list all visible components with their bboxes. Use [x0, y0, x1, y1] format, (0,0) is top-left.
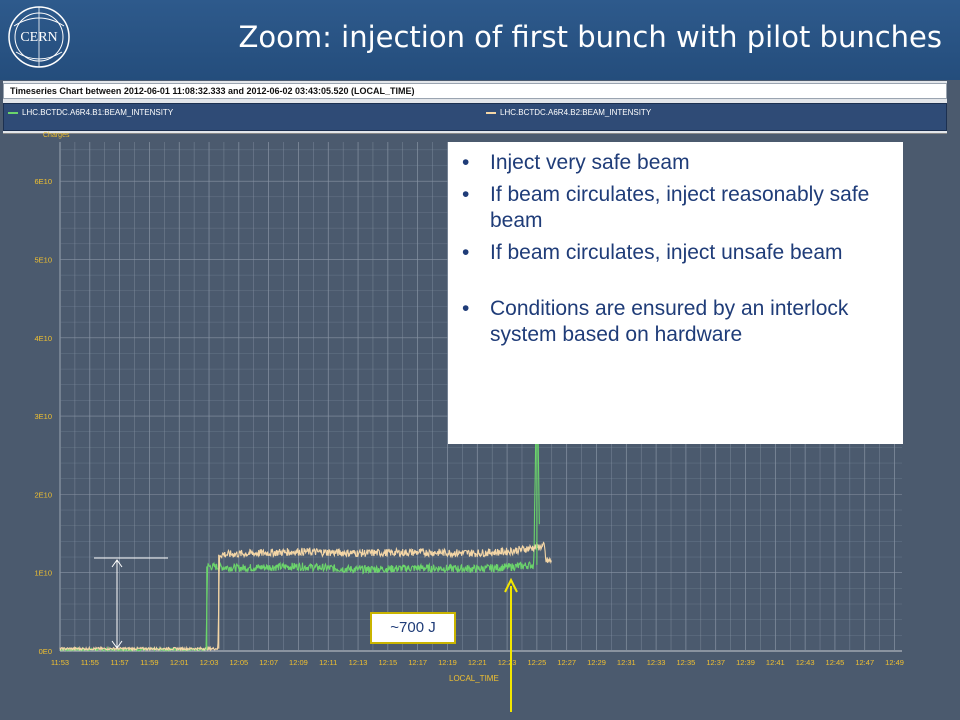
- legend-item-b1[interactable]: LHC.BCTDC.A6R4.B1:BEAM_INTENSITY: [8, 108, 173, 117]
- x-tick-label: 11:59: [140, 658, 158, 667]
- x-tick-label: 12:01: [170, 658, 189, 667]
- legend-label-b1: LHC.BCTDC.A6R4.B1:BEAM_INTENSITY: [22, 108, 174, 117]
- x-tick-label: 11:57: [111, 658, 129, 667]
- y-tick-label: 4E10: [34, 334, 52, 343]
- x-tick-label: 12:39: [736, 658, 755, 667]
- arrow-head-yellow-icon: [504, 577, 518, 593]
- x-tick-label: 12:35: [677, 658, 696, 667]
- x-tick-label: 12:11: [319, 658, 337, 667]
- legend-label-b2: LHC.BCTDC.A6R4.B2:BEAM_INTENSITY: [500, 108, 652, 117]
- x-tick-label: 12:05: [229, 658, 248, 667]
- y-tick-label: 2E10: [34, 490, 52, 499]
- x-tick-label: 12:15: [378, 658, 397, 667]
- x-tick-label: 12:23: [498, 658, 517, 667]
- legend: LHC.BCTDC.A6R4.B1:BEAM_INTENSITY LHC.BCT…: [3, 103, 947, 131]
- x-tick-label: 12:45: [826, 658, 845, 667]
- chart-title: Timeseries Chart between 2012-06-01 11:0…: [3, 83, 947, 99]
- y-tick-label: 5E10: [34, 255, 52, 264]
- y-tick-label: 0E0: [39, 647, 52, 656]
- logo-text: CERN: [20, 30, 57, 45]
- x-tick-label: 12:33: [647, 658, 666, 667]
- x-tick-label: 12:07: [259, 658, 278, 667]
- x-tick-label: 12:41: [766, 658, 785, 667]
- bullet-item: If beam circulates, inject reasonably sa…: [462, 182, 887, 234]
- x-tick-label: 12:43: [796, 658, 815, 667]
- legend-swatch-b1: [8, 111, 18, 114]
- y-tick-label: 1E10: [34, 569, 52, 578]
- x-tick-label: 12:19: [438, 658, 457, 667]
- bullet-item: If beam circulates, inject unsafe beam: [462, 240, 887, 266]
- x-tick-label: 12:49: [885, 658, 904, 667]
- series-line-b2: [59, 541, 552, 652]
- series-line-b1: [59, 367, 540, 653]
- x-tick-label: 12:13: [349, 658, 368, 667]
- slide-title: Zoom: injection of first bunch with pilo…: [238, 20, 942, 54]
- x-axis-ticks: 11:53 11:55 11:57 11:59 12:01 12:03 12:05 12:07…: [51, 658, 904, 667]
- cern-logo: CERN: [8, 6, 70, 68]
- x-tick-label: 12:31: [617, 658, 636, 667]
- series-lines: [59, 353, 552, 653]
- energy-label: ~700 J: [370, 612, 456, 644]
- annotations: [94, 557, 518, 712]
- x-tick-label: 11:55: [81, 658, 99, 667]
- legend-swatch-b2: [486, 111, 496, 114]
- bullet-item: Conditions are ensured by an interlock s…: [462, 296, 887, 348]
- chart-header-panel: Timeseries Chart between 2012-06-01 11:0…: [3, 81, 947, 134]
- y-axis-label: Charges: [43, 132, 70, 139]
- x-tick-label: 12:09: [289, 658, 308, 667]
- bullet-box: Inject very safe beam If beam circulates…: [448, 142, 903, 444]
- x-tick-label: 12:27: [557, 658, 576, 667]
- x-tick-label: 12:29: [587, 658, 606, 667]
- y-tick-label: 3E10: [34, 412, 52, 421]
- slide-header: CERN Zoom: injection of first bunch with…: [0, 0, 960, 80]
- x-tick-label: 12:25: [527, 658, 546, 667]
- arrow-head-down-icon: [111, 640, 123, 649]
- y-tick-label: 6E10: [34, 177, 52, 186]
- bullet-item: Inject very safe beam: [462, 150, 887, 176]
- x-tick-label: 11:53: [51, 658, 69, 667]
- x-tick-label: 12:03: [200, 658, 219, 667]
- arrow-head-up-icon: [111, 559, 123, 568]
- x-tick-label: 12:37: [706, 658, 725, 667]
- y-axis-ticks: 0E0 1E10 2E10 3E10 4E10 5E10 6E10: [34, 177, 52, 656]
- x-axis-label: LOCAL_TIME: [449, 674, 499, 683]
- x-tick-label: 12:17: [408, 658, 427, 667]
- legend-item-b2[interactable]: LHC.BCTDC.A6R4.B2:BEAM_INTENSITY: [486, 108, 651, 117]
- x-tick-label: 12:47: [855, 658, 874, 667]
- x-tick-label: 12:21: [468, 658, 487, 667]
